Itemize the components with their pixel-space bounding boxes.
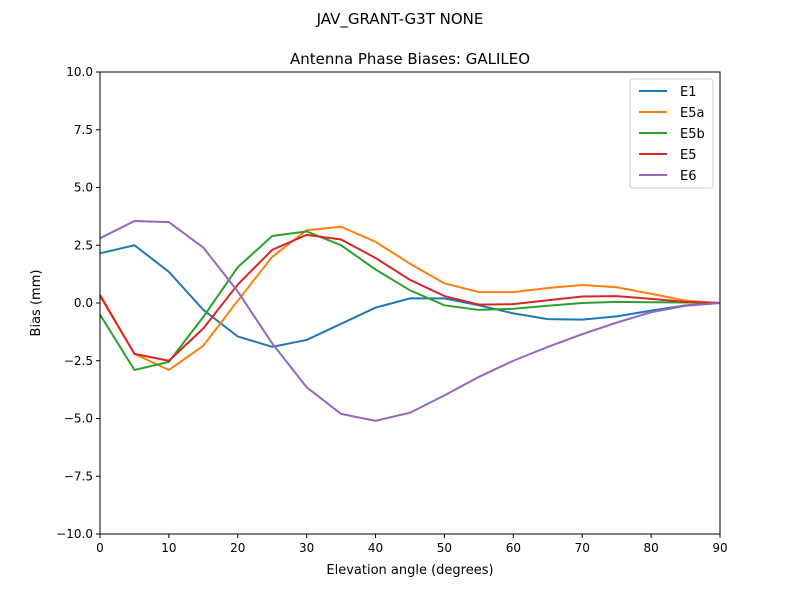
y-tick-label: −5.0 — [64, 412, 93, 426]
y-tick-label: −2.5 — [64, 354, 93, 368]
legend-box — [629, 78, 714, 189]
series-line-e1 — [99, 244, 721, 348]
legend-label: E1 — [680, 85, 697, 100]
y-tick-label: −7.5 — [64, 469, 93, 483]
x-tick-label: 10 — [161, 541, 176, 555]
x-tick-label: 90 — [712, 541, 727, 555]
series-line-e6 — [99, 219, 721, 422]
legend-label: E5a — [680, 106, 704, 121]
series-line-e5a — [99, 225, 721, 372]
chart-title: Antenna Phase Biases: GALILEO — [290, 50, 530, 68]
x-axis-label: Elevation angle (degrees) — [326, 563, 493, 578]
y-tick-label: 10.0 — [66, 65, 93, 79]
x-tick-label: 40 — [368, 541, 383, 555]
x-tick-label: 70 — [575, 541, 590, 555]
legend-label: E6 — [680, 169, 697, 184]
x-tick-label: 60 — [506, 541, 521, 555]
legend: E1 E5a E5b E5 E6 — [629, 78, 714, 189]
plot-frame — [99, 71, 721, 535]
chart-suptitle: JAV_GRANT-G3T NONE — [316, 10, 484, 29]
x-tick-label: 20 — [230, 541, 245, 555]
y-tick-label: 5.0 — [74, 181, 93, 195]
legend-label: E5b — [680, 127, 705, 142]
x-tick-label: 30 — [299, 541, 314, 555]
legend-label: E5 — [680, 148, 697, 163]
y-tick-label: −10.0 — [56, 527, 93, 541]
y-tick-label: 0.0 — [74, 296, 93, 310]
x-tick-label: 80 — [643, 541, 658, 555]
y-tick-label: 7.5 — [74, 123, 93, 137]
series-line-e5 — [99, 233, 721, 362]
series-line-e5b — [99, 230, 721, 372]
y-tick-label: 2.5 — [74, 238, 93, 252]
x-tick-label: 0 — [96, 541, 104, 555]
x-tick-label: 50 — [437, 541, 452, 555]
y-axis-label: Bias (mm) — [29, 270, 44, 337]
